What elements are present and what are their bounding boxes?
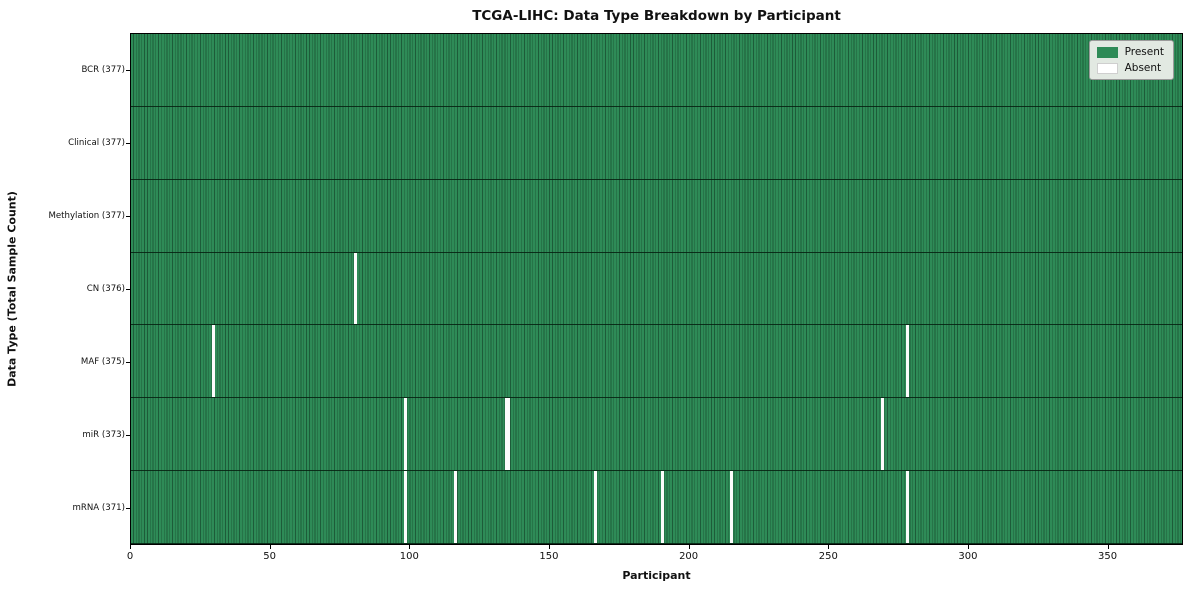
heatmap-row-CN xyxy=(131,252,1182,326)
absent-cell xyxy=(593,471,597,544)
absent-cell xyxy=(454,471,458,544)
heatmap-row-miR xyxy=(131,398,1182,472)
absent-cell xyxy=(906,471,909,544)
legend-swatch-present-icon xyxy=(1096,46,1118,58)
y-tick-mark xyxy=(126,215,130,217)
x-tick-mark xyxy=(269,545,271,549)
y-tick-mark xyxy=(126,69,130,71)
legend-item-present: Present xyxy=(1096,46,1164,58)
x-tick-mark xyxy=(967,545,969,549)
y-tick-mark xyxy=(126,508,130,510)
absent-cell xyxy=(906,325,909,398)
heatmap-plot: Present Absent xyxy=(130,33,1183,545)
y-tick-label-Clinical: Clinical (377) xyxy=(68,137,125,148)
x-tick-label-200: 200 xyxy=(679,551,699,562)
x-tick-label-300: 300 xyxy=(958,551,978,562)
absent-cell xyxy=(660,471,664,544)
absent-cell xyxy=(504,398,508,471)
legend-label-absent: Absent xyxy=(1124,62,1162,74)
absent-cell xyxy=(404,471,408,544)
heatmap-row-Clinical xyxy=(131,106,1182,180)
x-tick-label-250: 250 xyxy=(818,551,838,562)
x-tick-mark xyxy=(409,545,411,549)
y-tick-mark xyxy=(126,142,130,144)
y-tick-label-BCR: BCR (377) xyxy=(81,64,125,75)
x-tick-label-0: 0 xyxy=(126,551,134,562)
y-tick-mark xyxy=(126,435,130,437)
heatmap-row-BCR xyxy=(131,34,1182,107)
chart-title: TCGA-LIHC: Data Type Breakdown by Partic… xyxy=(472,8,841,24)
heatmap-row-MAF xyxy=(131,325,1182,399)
heatmap-row-Methylation xyxy=(131,179,1182,253)
y-tick-label-Methylation: Methylation (377) xyxy=(48,210,125,221)
legend: Present Absent xyxy=(1088,40,1174,80)
absent-cell xyxy=(404,398,408,471)
x-tick-mark xyxy=(828,545,830,549)
legend-swatch-absent-icon xyxy=(1096,62,1118,74)
y-axis-title: Data Type (Total Sample Count) xyxy=(5,191,19,387)
x-tick-mark xyxy=(548,545,550,549)
absent-cell xyxy=(354,252,357,325)
y-tick-label-mRNA: mRNA (371) xyxy=(72,503,126,514)
x-tick-mark xyxy=(688,545,690,549)
y-tick-mark xyxy=(126,362,130,364)
absent-cell xyxy=(880,398,884,471)
x-tick-mark xyxy=(130,545,131,549)
y-tick-label-miR: miR (373) xyxy=(82,430,125,441)
y-tick-label-MAF: MAF (375) xyxy=(80,357,125,368)
legend-item-absent: Absent xyxy=(1096,62,1164,74)
y-tick-label-CN: CN (376) xyxy=(86,284,125,294)
x-axis-title: Participant xyxy=(622,569,691,582)
absent-cell xyxy=(730,471,734,544)
x-tick-label-350: 350 xyxy=(1098,551,1118,562)
legend-label-present: Present xyxy=(1124,46,1164,58)
x-tick-mark xyxy=(1107,545,1109,549)
x-tick-label-150: 150 xyxy=(539,551,559,562)
heatmap-row-mRNA xyxy=(131,471,1182,545)
x-tick-label-100: 100 xyxy=(399,551,419,562)
absent-cell xyxy=(507,398,511,471)
x-tick-label-50: 50 xyxy=(263,551,277,562)
y-tick-mark xyxy=(126,289,130,290)
absent-cell xyxy=(211,325,215,398)
